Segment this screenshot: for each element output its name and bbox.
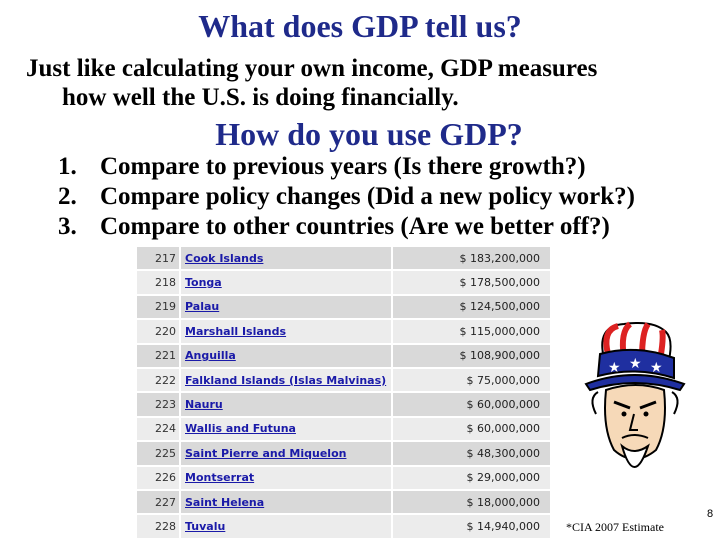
country-link[interactable]: Anguilla (185, 349, 236, 363)
country-cell: Cook Islands (181, 247, 393, 270)
country-cell: Palau (181, 295, 393, 319)
country-cell: Montserrat (181, 466, 393, 489)
table-row: 227 Saint Helena $ 18,000,000 (137, 490, 550, 514)
table-row: 224 Wallis and Futuna $ 60,000,000 (137, 417, 550, 441)
gdp-value-cell: $ 178,500,000 (393, 271, 550, 294)
gdp-ranking-table: 217 Cook Islands $ 183,200,000 218 Tonga $ 17… (137, 245, 550, 540)
table-row: 217 Cook Islands $ 183,200,000 (137, 247, 550, 270)
country-link[interactable]: Falkland Islands (Islas Malvinas) (185, 373, 387, 387)
intro-text: Just like calculating your own income, G… (26, 54, 706, 112)
uses-list-item: 3. Compare to other countries (Are we bet… (58, 212, 635, 242)
gdp-value-cell: $ 18,000,000 (393, 490, 550, 514)
table-row: 220 Marshall Islands $ 115,000,000 (137, 320, 550, 343)
uses-item-number: 2. (58, 183, 77, 210)
country-cell: Marshall Islands (181, 320, 393, 343)
hat-icon: ★ ★ ★ (584, 321, 686, 392)
rank-cell: 225 (137, 442, 181, 465)
rank-cell: 227 (137, 490, 181, 514)
country-link[interactable]: Saint Helena (185, 495, 265, 509)
uses-list-item: 1. Compare to previous years (Is there gr… (58, 152, 635, 182)
country-link[interactable]: Wallis and Futuna (185, 422, 296, 436)
uses-item-text: Compare to previous years (Is there grow… (100, 153, 586, 180)
uses-item-text: Compare policy changes (Did a new policy… (100, 183, 635, 210)
country-cell: Tuvalu (181, 515, 393, 538)
country-cell: Wallis and Futuna (181, 417, 393, 441)
country-link[interactable]: Tonga (185, 276, 222, 290)
svg-text:★: ★ (650, 360, 663, 376)
country-cell: Falkland Islands (Islas Malvinas) (181, 368, 393, 392)
country-link[interactable]: Cook Islands (185, 251, 264, 265)
uses-list: 1. Compare to previous years (Is there gr… (58, 152, 635, 242)
intro-line-2: how well the U.S. is doing financially. (62, 84, 459, 111)
country-cell: Saint Helena (181, 490, 393, 514)
table-row: 218 Tonga $ 178,500,000 (137, 271, 550, 294)
rank-cell: 228 (137, 515, 181, 538)
svg-text:★: ★ (629, 356, 642, 372)
uses-item-number: 3. (58, 213, 77, 240)
country-cell: Anguilla (181, 344, 393, 367)
table-row: 226 Montserrat $ 29,000,000 (137, 466, 550, 489)
svg-text:★: ★ (608, 360, 621, 376)
table-row: 228 Tuvalu $ 14,940,000 (137, 515, 550, 538)
rank-cell: 222 (137, 368, 181, 392)
gdp-value-cell: $ 115,000,000 (393, 320, 550, 343)
gdp-value-cell: $ 29,000,000 (393, 466, 550, 489)
country-cell: Tonga (181, 271, 393, 294)
rank-cell: 217 (137, 247, 181, 270)
intro-line-1: Just like calculating your own income, G… (26, 55, 598, 82)
uncle-sam-cartoon-icon: ★ ★ ★ (584, 321, 686, 468)
gdp-value-cell: $ 60,000,000 (393, 417, 550, 441)
source-footnote: *CIA 2007 Estimate (566, 520, 664, 534)
gdp-value-cell: $ 183,200,000 (393, 247, 550, 270)
country-link[interactable]: Tuvalu (185, 519, 226, 533)
country-link[interactable]: Marshall Islands (185, 324, 287, 338)
country-cell: Saint Pierre and Miquelon (181, 442, 393, 465)
gdp-value-cell: $ 108,900,000 (393, 344, 550, 367)
country-link[interactable]: Palau (185, 300, 220, 314)
uses-item-number: 1. (58, 153, 77, 180)
rank-cell: 221 (137, 344, 181, 367)
rank-cell: 224 (137, 417, 181, 441)
rank-cell: 223 (137, 393, 181, 416)
country-link[interactable]: Montserrat (185, 471, 255, 485)
rank-cell: 220 (137, 320, 181, 343)
gdp-value-cell: $ 124,500,000 (393, 295, 550, 319)
gdp-value-cell: $ 14,940,000 (393, 515, 550, 538)
page-number: 8 (707, 508, 714, 520)
slide-title: What does GDP tell us? (198, 8, 522, 44)
uses-item-text: Compare to other countries (Are we bette… (100, 213, 610, 240)
country-link[interactable]: Nauru (185, 398, 223, 412)
rank-cell: 218 (137, 271, 181, 294)
country-link[interactable]: Saint Pierre and Miquelon (185, 446, 347, 460)
uses-list-item: 2. Compare policy changes (Did a new poli… (58, 182, 635, 212)
table-row: 222 Falkland Islands (Islas Malvinas) $ 75… (137, 368, 550, 392)
rank-cell: 219 (137, 295, 181, 319)
rank-cell: 226 (137, 466, 181, 489)
country-cell: Nauru (181, 393, 393, 416)
gdp-value-cell: $ 75,000,000 (393, 368, 550, 392)
table-row: 223 Nauru $ 60,000,000 (137, 393, 550, 416)
table-row: 219 Palau $ 124,500,000 (137, 295, 550, 319)
table-row: 225 Saint Pierre and Miquelon $ 48,300,000 (137, 442, 550, 465)
section-subtitle: How do you use GDP? (215, 116, 523, 152)
gdp-value-cell: $ 60,000,000 (393, 393, 550, 416)
gdp-value-cell: $ 48,300,000 (393, 442, 550, 465)
face-icon (591, 384, 679, 468)
table-row: 221 Anguilla $ 108,900,000 (137, 344, 550, 367)
